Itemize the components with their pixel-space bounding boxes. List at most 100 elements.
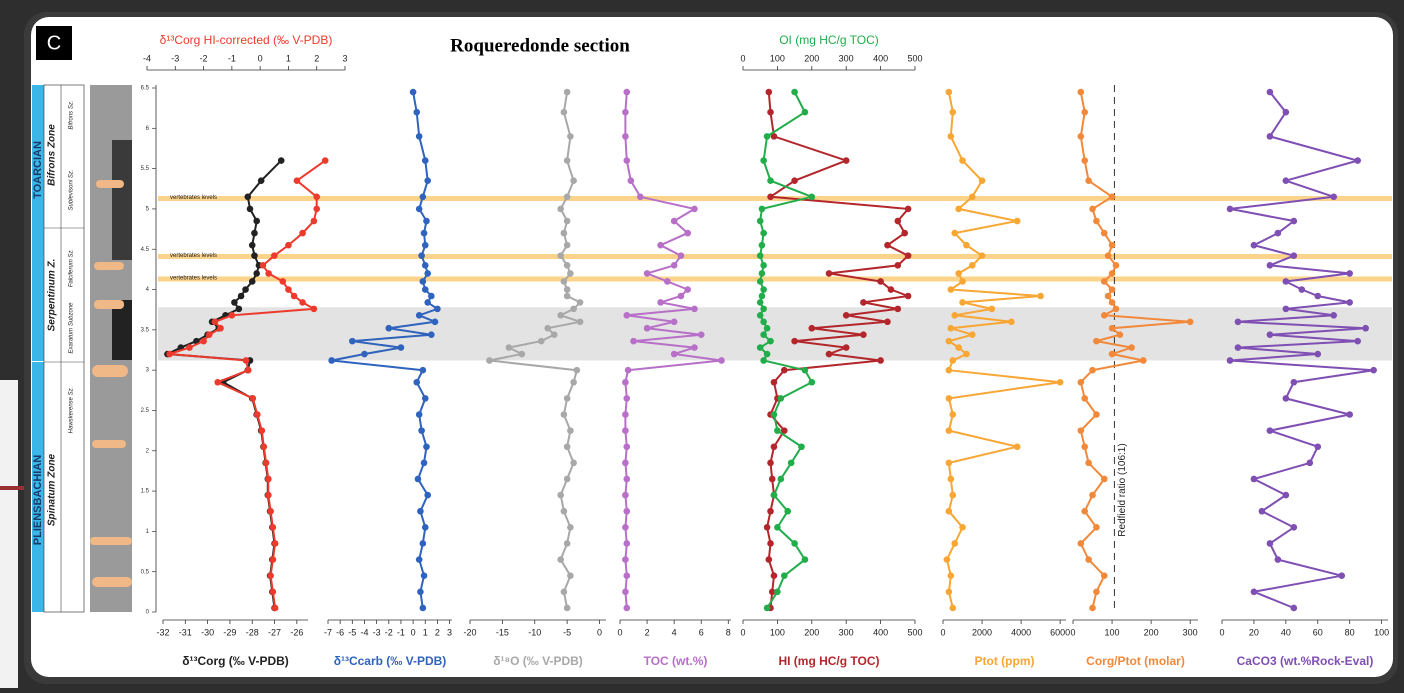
data-point <box>563 443 571 451</box>
data-point <box>791 88 798 96</box>
data-point <box>557 205 564 213</box>
data-point <box>570 305 577 313</box>
data-point <box>760 357 767 364</box>
data-point <box>978 252 986 259</box>
data-point <box>421 157 429 164</box>
depth-tick-label: 5.5 <box>141 166 150 172</box>
x-tick-label: -27 <box>268 627 281 637</box>
depth-tick-label: 5 <box>146 207 150 213</box>
data-point <box>1234 344 1242 351</box>
data-point <box>945 337 953 345</box>
data-point <box>299 299 306 306</box>
background-bar <box>0 486 30 490</box>
x2-axis-label: δ¹³Corg HI-corrected (‰ V-PDB) <box>160 33 333 47</box>
data-point <box>1104 292 1112 300</box>
data-point <box>1306 459 1314 467</box>
data-point <box>774 524 781 531</box>
data-point <box>627 177 635 185</box>
data-point <box>798 443 805 451</box>
data-point <box>825 350 833 358</box>
data-point <box>265 475 272 483</box>
data-point <box>758 241 766 249</box>
data-point <box>567 270 574 277</box>
data-point <box>1081 507 1089 515</box>
x-tick-label: 0 <box>740 627 745 637</box>
data-point <box>657 299 664 306</box>
data-point <box>267 572 274 580</box>
data-point <box>756 217 764 225</box>
data-point <box>767 108 774 116</box>
data-point <box>1282 278 1290 285</box>
data-point <box>560 229 568 237</box>
data-point <box>237 292 245 300</box>
data-point <box>1354 337 1361 345</box>
data-point <box>1108 324 1116 332</box>
data-point <box>760 157 767 164</box>
data-point <box>894 262 902 269</box>
data-point <box>235 305 243 313</box>
data-point <box>904 252 912 259</box>
data-point <box>251 252 258 259</box>
data-point <box>1266 88 1274 96</box>
data-point <box>770 133 778 140</box>
data-point <box>1085 556 1092 563</box>
data-point <box>248 241 256 249</box>
data-point <box>945 459 953 467</box>
x-tick-label: -6 <box>336 627 344 637</box>
data-point <box>419 278 427 285</box>
data-point <box>249 395 257 402</box>
x-tick-label: -4 <box>360 627 368 637</box>
lithology-bed <box>92 365 128 377</box>
data-point <box>1290 524 1298 531</box>
data-point <box>767 540 774 547</box>
data-point <box>563 217 571 225</box>
data-point <box>415 312 423 319</box>
data-point <box>760 305 767 313</box>
data-point <box>417 507 424 515</box>
lithology-bed <box>94 262 124 270</box>
x2-tick-label: -1 <box>228 53 236 63</box>
x-axis-label: δ¹⁸O (‰ V-PDB) <box>493 654 583 668</box>
series-line <box>1229 91 1374 609</box>
data-point <box>428 331 435 338</box>
data-point <box>842 312 850 319</box>
subzone-label: Exaratum Subzone <box>69 302 75 354</box>
data-point <box>313 193 321 201</box>
data-point <box>767 337 774 345</box>
data-point <box>415 133 423 140</box>
data-point <box>894 217 902 225</box>
data-point <box>290 292 298 300</box>
vertebrate-label: vertebrates levels <box>170 276 217 282</box>
data-point <box>1282 305 1290 313</box>
data-point <box>1108 350 1116 358</box>
data-point <box>1100 475 1108 483</box>
data-point <box>758 292 766 300</box>
data-point <box>385 324 393 332</box>
data-point <box>951 540 959 547</box>
data-point <box>576 299 584 306</box>
data-point <box>420 229 428 237</box>
data-point <box>756 312 764 319</box>
data-point <box>760 286 767 293</box>
data-point <box>424 270 431 277</box>
data-point <box>563 262 571 269</box>
stage-label: PLIENSBACHIAN <box>32 455 44 546</box>
data-point <box>1089 604 1096 612</box>
data-point <box>413 108 421 116</box>
data-point <box>959 278 966 285</box>
data-point <box>1266 331 1274 338</box>
data-point <box>959 524 966 531</box>
data-point <box>259 262 267 269</box>
data-point <box>560 411 568 418</box>
data-point <box>951 312 959 319</box>
data-point <box>550 331 558 338</box>
data-point <box>758 205 766 213</box>
data-point <box>623 572 631 580</box>
stage-label: TOARCIAN <box>32 141 44 199</box>
data-point <box>310 217 318 225</box>
data-point <box>1226 205 1234 213</box>
data-point <box>1314 292 1322 300</box>
data-point <box>563 475 571 483</box>
data-point <box>787 459 795 467</box>
